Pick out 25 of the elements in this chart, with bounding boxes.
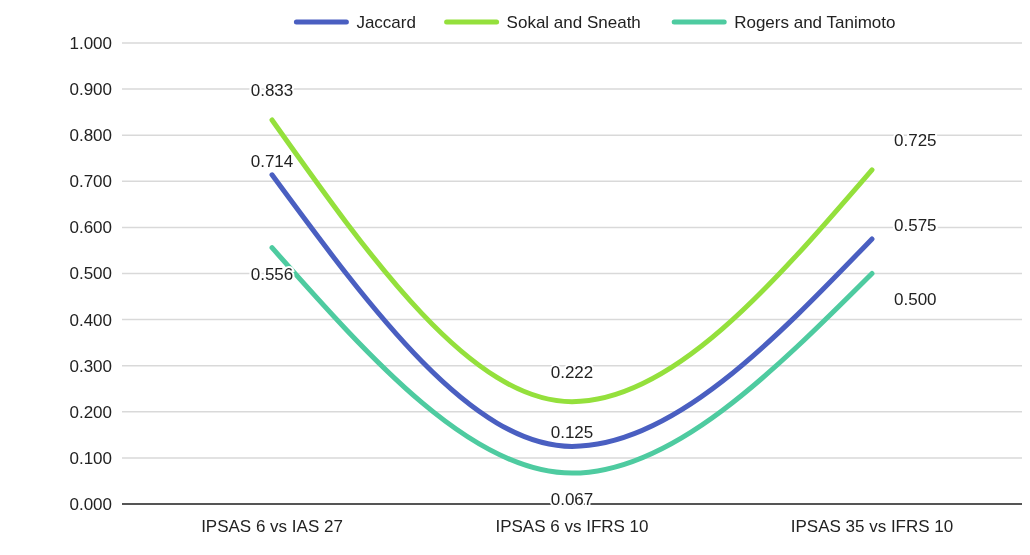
legend-label: Rogers and Tanimoto — [734, 12, 896, 32]
y-tick-label: 0.000 — [69, 494, 112, 514]
data-label: 0.556 — [250, 264, 294, 284]
data-label: 0.222 — [550, 362, 594, 382]
data-label: 0.725 — [894, 130, 937, 150]
legend-label: Sokal and Sneath — [506, 12, 641, 32]
y-tick-label: 1.000 — [69, 33, 112, 53]
y-tick-label: 0.200 — [69, 402, 112, 422]
data-label: 0.500 — [894, 290, 937, 310]
x-tick-label: IPSAS 35 vs IFRS 10 — [790, 517, 954, 536]
y-tick-label: 0.500 — [69, 264, 112, 284]
legend-label: Jaccard — [356, 12, 416, 32]
y-tick-label: 0.600 — [69, 218, 112, 238]
x-tick-label: IPSAS 6 vs IAS 27 — [201, 517, 343, 536]
data-label: 0.833 — [250, 80, 294, 100]
y-tick-label: 0.700 — [69, 172, 112, 192]
x-tick-label: IPSAS 6 vs IFRS 10 — [495, 517, 649, 536]
y-tick-label: 0.300 — [69, 356, 112, 376]
y-tick-label: 0.400 — [69, 310, 112, 330]
data-label: 0.714 — [250, 151, 294, 171]
y-tick-label: 0.100 — [69, 448, 112, 468]
data-label: 0.125 — [550, 423, 594, 443]
y-tick-label: 0.900 — [69, 80, 112, 100]
data-label: 0.575 — [894, 215, 937, 235]
y-tick-label: 0.800 — [69, 126, 112, 146]
